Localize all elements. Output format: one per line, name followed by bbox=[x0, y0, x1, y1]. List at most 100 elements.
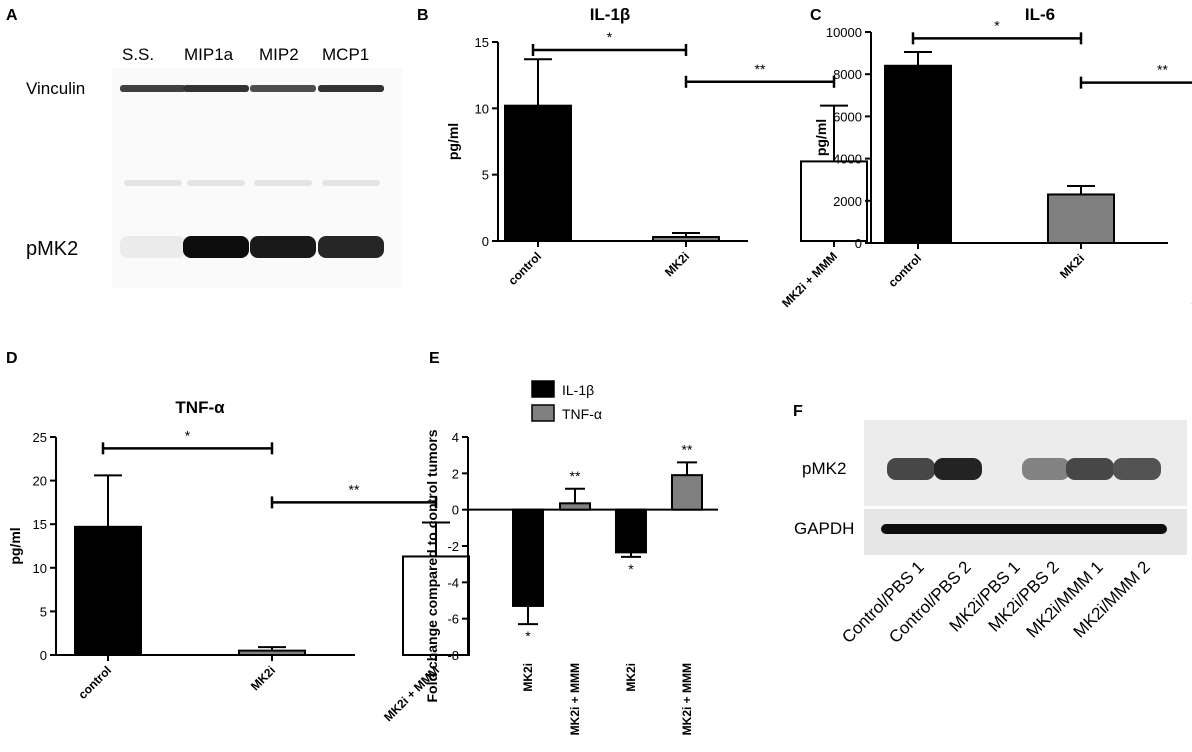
y-tick-label: 2000 bbox=[833, 194, 862, 209]
legend-label: IL-1β bbox=[562, 382, 594, 398]
band-vinculin bbox=[250, 85, 316, 92]
band-pmk2 bbox=[934, 458, 982, 480]
x-tick-label: MK2i + MMM bbox=[680, 663, 694, 735]
blot-f-lane-label: Control/PBS 1 bbox=[838, 557, 928, 647]
y-tick-label: 0 bbox=[855, 236, 862, 251]
x-tick-label: MK2i bbox=[521, 663, 535, 692]
y-tick-label: 15 bbox=[475, 35, 489, 50]
band-faint bbox=[254, 180, 312, 186]
panel-a-letter: A bbox=[6, 7, 18, 24]
y-tick-label: 4000 bbox=[833, 152, 862, 167]
sig-label: ** bbox=[755, 61, 766, 77]
y-tick-label: 25 bbox=[33, 430, 47, 445]
y-axis-label: pg/ml bbox=[813, 119, 829, 156]
bar bbox=[238, 649, 306, 657]
sig-label: ** bbox=[570, 468, 581, 484]
chart-title: TNF-α bbox=[175, 398, 225, 417]
band-gapdh bbox=[881, 524, 941, 534]
x-tick-label: control bbox=[885, 251, 924, 290]
y-tick-label: -8 bbox=[447, 648, 459, 663]
band-pmk2 bbox=[887, 458, 935, 480]
bar bbox=[1047, 193, 1115, 244]
band-pmk2 bbox=[120, 236, 186, 258]
chart-title: IL-1β bbox=[590, 5, 631, 24]
y-axis-label: pg/ml bbox=[445, 123, 461, 160]
y-tick-label: 0 bbox=[452, 503, 459, 518]
blot-a-lane-label: MCP1 bbox=[322, 45, 369, 64]
y-tick-label: 20 bbox=[33, 474, 47, 489]
band-pmk2 bbox=[183, 236, 249, 258]
band-vinculin bbox=[318, 85, 384, 92]
panel-a: A S.S. MIP1a MIP2 MCP1 Vinculin pMK2 bbox=[6, 7, 402, 288]
y-tick-label: 5 bbox=[40, 604, 47, 619]
blot-a-lane-label: MIP2 bbox=[259, 45, 299, 64]
panel-f-letter: F bbox=[793, 403, 803, 420]
bar bbox=[615, 508, 647, 554]
band-pmk2 bbox=[318, 236, 384, 258]
sig-label: * bbox=[525, 628, 531, 644]
x-tick-label: MK2i + MMM bbox=[779, 249, 840, 310]
chart-title: IL-6 bbox=[1025, 5, 1055, 24]
chart-c: C IL-6 0 2000 4000 6000 8000 10000 pg/ml control M… bbox=[810, 5, 1192, 312]
bar bbox=[504, 104, 572, 243]
bar bbox=[512, 508, 544, 607]
blot-a-lane-label: S.S. bbox=[122, 45, 154, 64]
band-pmk2 bbox=[1022, 458, 1070, 480]
bar bbox=[559, 502, 591, 511]
bar bbox=[74, 525, 142, 656]
y-axis-label: pg/ml bbox=[7, 527, 23, 564]
bar bbox=[800, 160, 868, 242]
bar bbox=[884, 64, 952, 245]
y-tick-label: 10 bbox=[475, 101, 489, 116]
sig-label: ** bbox=[349, 481, 360, 497]
y-tick-label: 10 bbox=[33, 561, 47, 576]
sig-label: * bbox=[185, 427, 191, 443]
panel-letter: C bbox=[810, 7, 822, 24]
y-tick-label: 10000 bbox=[826, 25, 862, 40]
legend-label: TNF-α bbox=[562, 406, 602, 422]
blot-f-row-label: GAPDH bbox=[794, 519, 854, 538]
y-tick-label: 4 bbox=[452, 430, 459, 445]
x-tick-label: control bbox=[75, 663, 114, 702]
band-faint bbox=[322, 180, 380, 186]
band-pmk2 bbox=[983, 458, 1031, 480]
sig-label: ** bbox=[682, 441, 693, 457]
panel-letter: D bbox=[6, 350, 18, 367]
sig-label: * bbox=[628, 561, 634, 577]
y-tick-label: 0 bbox=[482, 234, 489, 249]
sig-label: ** bbox=[1157, 62, 1168, 78]
blot-a-row-label: Vinculin bbox=[26, 79, 85, 98]
band-gapdh bbox=[1060, 524, 1120, 534]
panel-letter: E bbox=[429, 350, 440, 367]
y-tick-label: 8000 bbox=[833, 67, 862, 82]
band-gapdh bbox=[928, 524, 988, 534]
band-pmk2 bbox=[1066, 458, 1114, 480]
x-tick-label: MK2i bbox=[624, 663, 638, 692]
y-axis-label: Fold change compared to control tumors bbox=[424, 429, 440, 702]
blot-f-lane-label: Control/PBS 2 bbox=[885, 557, 975, 647]
legend-swatch bbox=[531, 380, 555, 398]
x-tick-label: control bbox=[505, 249, 544, 288]
sig-label: * bbox=[607, 29, 613, 45]
legend-swatch bbox=[531, 404, 555, 422]
band-gapdh bbox=[1107, 524, 1167, 534]
blot-f-bands bbox=[881, 458, 1167, 534]
bar bbox=[671, 474, 703, 511]
x-tick-label: MK2i bbox=[1057, 251, 1087, 281]
y-tick-label: 0 bbox=[40, 648, 47, 663]
sig-label: * bbox=[994, 17, 1000, 33]
bar bbox=[652, 236, 720, 243]
y-tick-label: -2 bbox=[447, 539, 459, 554]
band-vinculin bbox=[183, 85, 249, 92]
y-tick-label: 2 bbox=[452, 466, 459, 481]
band-pmk2 bbox=[1113, 458, 1161, 480]
blot-f-row-label: pMK2 bbox=[802, 459, 846, 478]
blot-a-bands bbox=[120, 85, 384, 258]
chart-e: E -8 -6 -4 -2 0 2 4 Fold change compared to cont… bbox=[424, 350, 718, 735]
y-tick-label: 15 bbox=[33, 517, 47, 532]
